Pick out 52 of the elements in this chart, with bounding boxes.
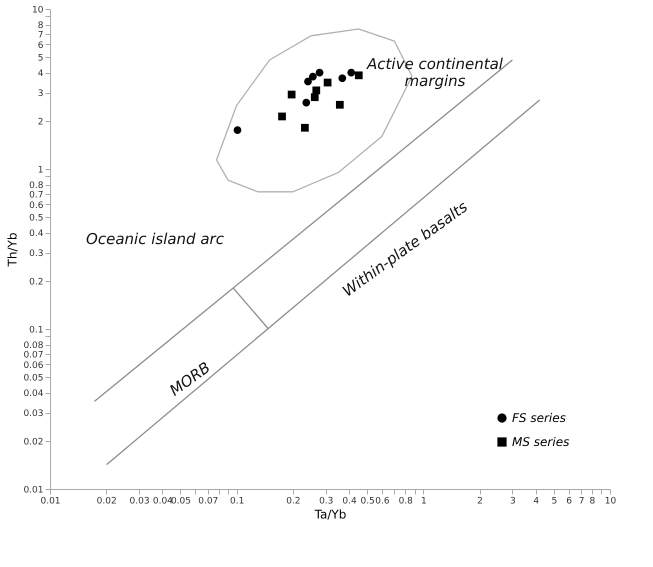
y-tick-label: 0.08 xyxy=(23,341,44,352)
x-tick-label: 0.5 xyxy=(360,496,375,506)
y-tick-label: 10 xyxy=(32,6,44,16)
x-tick-label: 0.1 xyxy=(230,496,244,506)
y-tick-label: 0.2 xyxy=(29,277,44,288)
y-tick-label: 0.4 xyxy=(29,229,44,240)
y-tick-label: 0.7 xyxy=(29,190,44,200)
x-tick-label: 0.07 xyxy=(198,496,218,506)
annotation: Oceanic island arc xyxy=(86,230,225,248)
x-tick-label: 0.2 xyxy=(286,496,301,506)
x-tick-label: 0.03 xyxy=(130,496,150,506)
x-tick-label: 6 xyxy=(566,496,572,506)
x-axis-title: Ta/Yb xyxy=(314,508,346,522)
x-tick-label: 3 xyxy=(510,496,516,506)
y-tick-label: 0.05 xyxy=(23,374,44,384)
x-tick-label: 7 xyxy=(578,496,584,506)
y-axis-title: Th/Yb xyxy=(5,232,20,268)
x-tick-label: 0.04 xyxy=(152,496,174,506)
y-tick-label: 0.3 xyxy=(29,249,44,260)
x-tick-label: 0.02 xyxy=(96,496,117,506)
y-tick-label: 0.8 xyxy=(29,181,44,192)
x-tick-label: 0.3 xyxy=(319,496,334,506)
y-tick-label: 8 xyxy=(38,21,44,32)
y-tick-label: 0.01 xyxy=(23,486,44,496)
y-tick-label: 0.5 xyxy=(29,214,44,224)
x-tick-label: 4 xyxy=(533,496,540,506)
y-tick-label: 3 xyxy=(38,89,44,100)
x-tick-label: 0.8 xyxy=(398,496,414,506)
x-tick-label: 10 xyxy=(604,496,616,506)
x-tick-label: 2 xyxy=(477,496,483,506)
x-tick-label: 5 xyxy=(551,496,558,506)
x-tick-label: 1 xyxy=(420,496,427,506)
x-tick-label: 0.05 xyxy=(170,496,191,506)
legend-label: FS series xyxy=(512,411,566,425)
y-tick-label: 0.07 xyxy=(23,350,44,360)
y-tick-label: 0.06 xyxy=(23,360,44,371)
y-tick-label: 0.1 xyxy=(29,326,44,336)
y-tick-label: 5 xyxy=(38,54,44,64)
y-tick-label: 6 xyxy=(38,40,44,51)
legend-label: MS series xyxy=(512,435,570,449)
y-tick-label: 7 xyxy=(38,30,44,40)
annotation: Active continental margins xyxy=(366,55,504,90)
y-tick-label: 4 xyxy=(38,69,44,80)
y-tick-label: 0.03 xyxy=(23,409,44,420)
y-tick-label: 0.04 xyxy=(23,389,44,400)
y-tick-label: 0.6 xyxy=(29,200,44,211)
x-tick-label: 0.4 xyxy=(342,496,357,506)
y-tick-label: 2 xyxy=(38,117,44,128)
x-tick-label: 0.6 xyxy=(375,496,390,506)
y-tick-label: 0.02 xyxy=(23,437,44,448)
y-tick-label: 1 xyxy=(38,166,44,176)
x-tick-label: 8 xyxy=(590,496,596,506)
